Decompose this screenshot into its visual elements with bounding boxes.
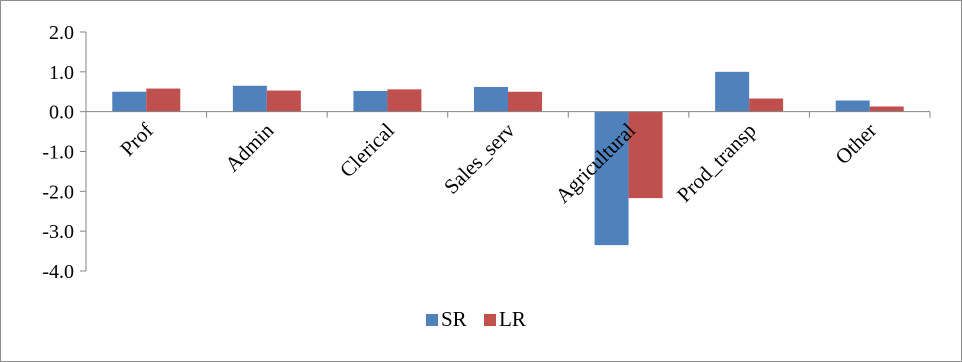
y-tick-label: -2.0 (42, 181, 74, 203)
y-tick-label: -3.0 (42, 221, 74, 243)
x-tick-label: Other (830, 118, 881, 169)
x-tick-label: Clerical (335, 118, 399, 182)
bar-lr-prod_transp (749, 98, 784, 112)
bars (112, 71, 904, 246)
bar-sr-other (835, 100, 870, 112)
x-tick-label: Admin (220, 118, 279, 177)
bar-lr-prof (146, 88, 181, 112)
bar-sr-prof (112, 91, 147, 112)
legend: SR LR (426, 307, 526, 331)
x-tick-label: Prof (115, 118, 158, 161)
y-tick-label: 1.0 (49, 62, 74, 84)
bar-sr-clerical (353, 90, 388, 112)
y-tick-label: 2.0 (49, 22, 74, 44)
bar-sr-sales_serv (474, 86, 508, 112)
y-tick-label: 0.0 (49, 102, 74, 124)
legend-label-sr: SR (441, 307, 467, 331)
y-tick-label: -4.0 (42, 261, 74, 283)
bar-lr-sales_serv (508, 91, 542, 112)
y-axis: -4.0 -3.0 -2.0 -1.0 0.0 1.0 2.0 (42, 22, 87, 283)
legend-label-lr: LR (499, 307, 526, 331)
y-tick-label: -1.0 (42, 142, 74, 164)
bar-sr-agricultural (594, 111, 629, 246)
bar-sr-admin (232, 85, 267, 112)
legend-swatch-sr (426, 314, 438, 326)
legend-swatch-lr (484, 314, 496, 326)
x-axis: Prof Admin Clerical Sales_serv Agricultural P… (85, 111, 931, 208)
bar-lr-agricultural (628, 111, 663, 199)
x-tick-label: Sales_serv (439, 118, 520, 199)
bar-lr-other (869, 106, 904, 112)
bar-lr-clerical (387, 89, 422, 112)
x-tick-label: Prod_transp (672, 118, 761, 207)
bar-sr-prod_transp (715, 71, 750, 112)
bar-lr-admin (266, 90, 301, 112)
